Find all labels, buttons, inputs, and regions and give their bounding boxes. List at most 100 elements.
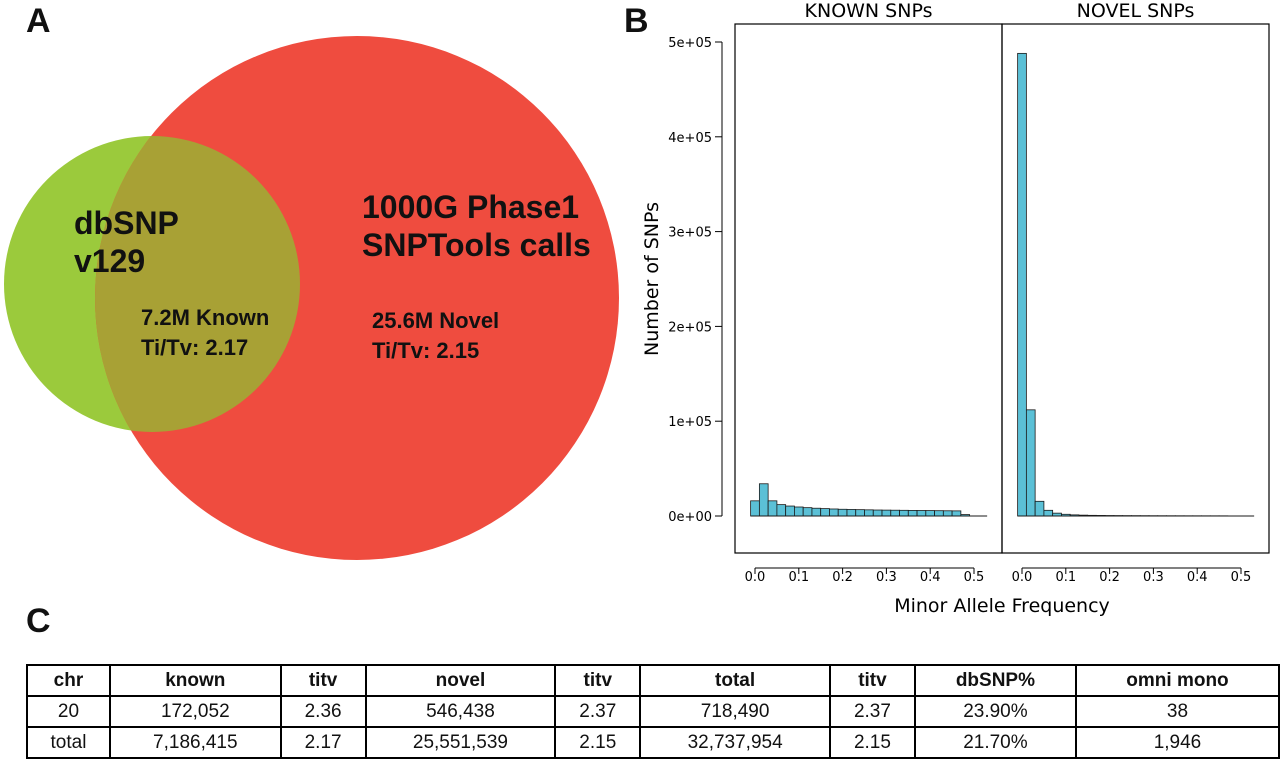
table-cell: 718,490 (639, 695, 832, 728)
table-cell: total (26, 726, 111, 759)
table-header-cell: novel (364, 664, 557, 697)
facet-panel-border (1001, 23, 1270, 554)
x-tick-label: 0.3 (1143, 570, 1164, 585)
y-tick-label: 1e+05 (668, 415, 712, 430)
histogram-bar (811, 507, 822, 517)
histogram-bar (872, 509, 883, 517)
histogram-bar (829, 508, 839, 517)
venn-novel-count: 25.6M Novel (372, 308, 500, 333)
histogram-bar (864, 509, 874, 517)
table-cell: 25,551,539 (364, 726, 557, 759)
histogram-bar (1017, 52, 1027, 517)
histogram-bar (890, 509, 900, 517)
facet-strip-label: NOVEL SNPs (1077, 0, 1195, 22)
x-tick-label: 0.4 (920, 570, 941, 585)
panel-label-c: C (26, 602, 51, 640)
histogram-bar (907, 510, 918, 517)
facet-strip-label: KNOWN SNPs (805, 0, 933, 22)
table-row: 20 172,052 2.36 546,438 2.37 718,490 2.37 23.90… (26, 695, 1280, 728)
histogram-bar (767, 500, 778, 517)
venn-label-1000g: 1000G Phase1 SNPTools calls (362, 188, 591, 264)
venn-known-titv: Ti/Tv: 2.17 (141, 335, 249, 360)
maf-histogram: 0e+00 1e+05 2e+05 3e+05 4e+05 5e+05 Number of … (641, 0, 1270, 617)
table-cell: 172,052 (108, 695, 282, 728)
histogram-bar (1034, 500, 1045, 517)
panel-label-a: A (26, 2, 51, 40)
table-cell: 2.37 (829, 695, 916, 728)
table-cell: 21.70% (913, 726, 1077, 759)
histogram-bar (855, 509, 865, 517)
venn-novel-titv: Ti/Tv: 2.15 (372, 338, 480, 363)
x-tick-label: 0.0 (1012, 570, 1033, 585)
histogram-bar (899, 509, 909, 517)
histogram-bar (820, 508, 830, 517)
x-tick-label: 0.4 (1187, 570, 1208, 585)
table-cell: 1,946 (1074, 726, 1280, 759)
histogram-bar (942, 510, 953, 517)
table-cell: 2.36 (279, 695, 367, 728)
table-cell: 2.15 (554, 726, 642, 759)
table-header-cell: titv (554, 664, 642, 697)
histogram-bar (916, 510, 927, 517)
x-tick-label: 0.5 (964, 570, 985, 585)
x-tick-label: 0.3 (876, 570, 897, 585)
x-axis-label: Minor Allele Frequency (894, 595, 1110, 617)
histogram-bar (934, 510, 944, 517)
histogram-bar (1043, 509, 1054, 517)
histogram-bar (846, 509, 857, 517)
histogram-bar (794, 506, 804, 517)
table-header-cell: titv (829, 664, 916, 697)
x-tick-label: 0.5 (1231, 570, 1252, 585)
y-axis-label: Number of SNPs (641, 202, 663, 356)
y-tick-label: 5e+05 (668, 36, 712, 51)
table-cell: 32,737,954 (639, 726, 832, 759)
venn-known-count: 7.2M Known (141, 305, 270, 330)
histogram-bar (750, 500, 760, 517)
histogram-bar (951, 510, 962, 517)
histogram-bar (1025, 409, 1036, 517)
table-header-row: chr known titv novel titv total titv dbSNP% omni… (26, 664, 1280, 697)
histogram-bar (925, 510, 935, 517)
table-header-cell: chr (26, 664, 111, 697)
table-row: total 7,186,415 2.17 25,551,539 2.15 32,737,9… (26, 726, 1280, 759)
table-cell: 2.15 (829, 726, 916, 759)
table-cell: 546,438 (364, 695, 557, 728)
table-header-cell: dbSNP% (913, 664, 1077, 697)
venn-label-dbsnp: dbSNP v129 (74, 204, 179, 280)
table-cell: 7,186,415 (108, 726, 282, 759)
y-tick-label: 0e+00 (668, 510, 712, 525)
x-tick-label: 0.1 (788, 570, 809, 585)
snp-stats-table: chr known titv novel titv total titv dbSNP% omni… (26, 664, 1280, 759)
venn-label-known: 7.2M Known Ti/Tv: 2.17 (141, 303, 269, 363)
y-tick-label: 3e+05 (668, 226, 712, 241)
venn-label-1000g-line2: SNPTools calls (362, 227, 591, 263)
y-tick-label: 2e+05 (668, 320, 712, 335)
histogram-bar (758, 483, 769, 517)
table-header-cell: titv (279, 664, 367, 697)
venn-diagram (4, 36, 619, 560)
table-cell: 20 (26, 695, 111, 728)
venn-label-novel: 25.6M Novel Ti/Tv: 2.15 (372, 306, 499, 366)
table-cell: 2.17 (279, 726, 367, 759)
histogram-bar (802, 507, 813, 517)
table-cell: 2.37 (554, 695, 642, 728)
panel-label-b: B (624, 2, 649, 40)
table-header-cell: known (108, 664, 282, 697)
table-header-cell: total (639, 664, 832, 697)
x-tick-label: 0.1 (1055, 570, 1076, 585)
x-tick-label: 0.0 (745, 570, 766, 585)
table-header-cell: omni mono (1074, 664, 1280, 697)
histogram-bar (837, 508, 848, 517)
histogram-bar (785, 505, 795, 517)
x-tick-label: 0.2 (1099, 570, 1120, 585)
venn-label-dbsnp-line1: dbSNP (74, 205, 179, 241)
histogram-bar (881, 509, 892, 517)
venn-label-1000g-line1: 1000G Phase1 (362, 189, 580, 225)
table-cell: 23.90% (913, 695, 1077, 728)
y-tick-label: 4e+05 (668, 131, 712, 146)
venn-label-dbsnp-line2: v129 (74, 243, 146, 279)
x-tick-label: 0.2 (832, 570, 853, 585)
facet-panel-border (734, 23, 1003, 554)
table-cell: 38 (1074, 695, 1280, 728)
histogram-bar (776, 504, 787, 517)
